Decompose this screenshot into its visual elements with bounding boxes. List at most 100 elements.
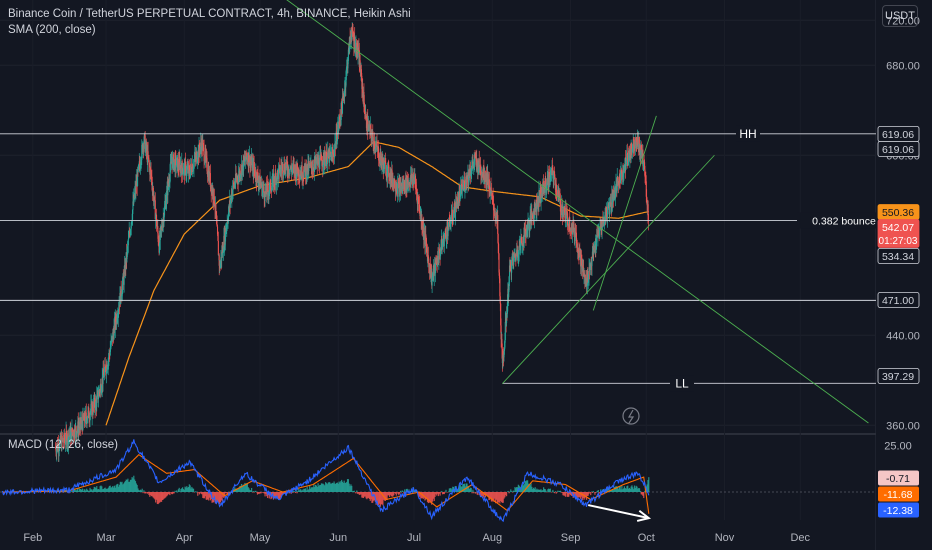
macd-histogram-bar	[278, 492, 280, 500]
candle-body	[94, 397, 96, 408]
macd-histogram-bar	[419, 492, 421, 497]
macd-histogram-bar	[631, 485, 633, 492]
candle-body	[543, 185, 545, 193]
icons[interactable]	[622, 407, 640, 425]
price-tick-label: 680.00	[886, 60, 920, 72]
candle-body	[219, 262, 222, 269]
macd-histogram-bar	[95, 488, 97, 492]
macd-histogram-bar	[268, 492, 270, 499]
level-label-bg	[736, 125, 760, 142]
candle-body	[623, 165, 625, 173]
candle-body	[206, 156, 208, 158]
candle-body	[227, 221, 229, 223]
macd-histogram-bar	[621, 485, 623, 492]
macd-histogram-bar	[110, 487, 112, 492]
candle-body	[163, 206, 166, 216]
level-label: 0.382 bounce	[812, 215, 876, 227]
candle-body	[358, 47, 360, 51]
candle-body	[283, 163, 285, 172]
macd-histogram-bar	[617, 486, 619, 492]
candle-body	[416, 193, 418, 196]
price-axis[interactable]	[876, 0, 932, 550]
candle-body	[150, 167, 152, 171]
candle-body	[577, 248, 579, 251]
candle-body	[347, 60, 349, 69]
candle-body	[489, 192, 491, 197]
lightning-icon[interactable]	[622, 407, 640, 425]
macd-histogram-bar	[192, 488, 194, 492]
candle-body	[103, 370, 105, 378]
macd-histogram-bar	[469, 487, 471, 492]
candle-body	[527, 229, 529, 235]
candle-body	[320, 154, 323, 161]
candle-body	[397, 182, 399, 184]
macd-histogram-bar	[639, 490, 641, 492]
macd-histogram-bar	[633, 489, 635, 492]
macd-histogram-bar	[129, 479, 132, 492]
candle-body	[323, 154, 325, 165]
macd-histogram-bar	[388, 492, 390, 496]
macd-tick-label: 25.00	[884, 440, 912, 452]
candle-body	[137, 165, 139, 170]
candle-body	[578, 248, 580, 258]
macd-histogram-bar	[181, 488, 183, 492]
candle-body	[500, 325, 502, 340]
candle-body	[278, 166, 280, 169]
candle-body	[75, 426, 77, 432]
candle-body	[463, 180, 466, 191]
macd-histogram-bar	[335, 482, 338, 492]
horizontal-levels[interactable]: HH 0.382 bounce LL	[0, 125, 891, 392]
macd-histogram-bar	[485, 492, 487, 496]
macd-histogram-bar	[346, 479, 349, 492]
macd-histogram-bar	[154, 492, 156, 500]
candle-body	[576, 243, 578, 246]
candle-body	[552, 167, 554, 174]
candle-body	[185, 173, 187, 176]
candle-body	[92, 404, 94, 412]
candle-body	[425, 234, 427, 242]
candle-body	[470, 173, 472, 175]
macd-histogram-bar	[432, 492, 434, 499]
trendlines[interactable]	[250, 0, 869, 424]
macd-histogram-bar	[620, 489, 622, 492]
macd-histogram-bar	[489, 492, 492, 499]
macd-histogram-bar	[299, 489, 302, 492]
candle-body	[65, 430, 67, 443]
macd-histogram-bar	[622, 489, 624, 492]
currency-button[interactable]: USDT	[882, 5, 918, 27]
candle-body	[182, 172, 184, 175]
candle-body	[68, 436, 70, 438]
price-label: 619.06	[882, 144, 914, 156]
macd-histogram-bar	[330, 483, 333, 492]
macd-histogram-bar	[441, 490, 443, 492]
trendline[interactable]	[250, 0, 869, 424]
macd-histogram-bar	[367, 492, 369, 499]
candle-body	[474, 155, 476, 157]
macd-histogram-bar	[513, 491, 515, 492]
macd-histogram-bar	[636, 486, 638, 492]
candle-body	[192, 167, 195, 169]
macd-histogram-bar	[536, 488, 538, 492]
candle-body	[222, 246, 224, 253]
candle-body	[274, 173, 276, 184]
candle-body	[539, 195, 541, 200]
trendline[interactable]	[592, 115, 657, 311]
macd-histogram-bar	[443, 492, 445, 495]
macd-histogram-bar	[72, 492, 74, 493]
macd-histogram-bar	[114, 487, 116, 492]
candle-body	[517, 250, 519, 258]
divergence-arrow[interactable]	[587, 504, 650, 520]
candle-body	[215, 203, 217, 215]
macd-value-label: -12.38	[883, 505, 913, 517]
candle-body	[281, 166, 283, 171]
macd-histogram-bar	[613, 486, 615, 492]
candle-body	[423, 225, 425, 239]
macd-histogram-bar	[117, 483, 119, 492]
candle-body	[291, 168, 293, 170]
trendline[interactable]	[502, 154, 715, 384]
candle-body	[361, 75, 363, 89]
candle-body	[340, 102, 342, 120]
macd-histogram-bar	[463, 484, 465, 492]
macd-histogram-bar	[528, 483, 530, 492]
